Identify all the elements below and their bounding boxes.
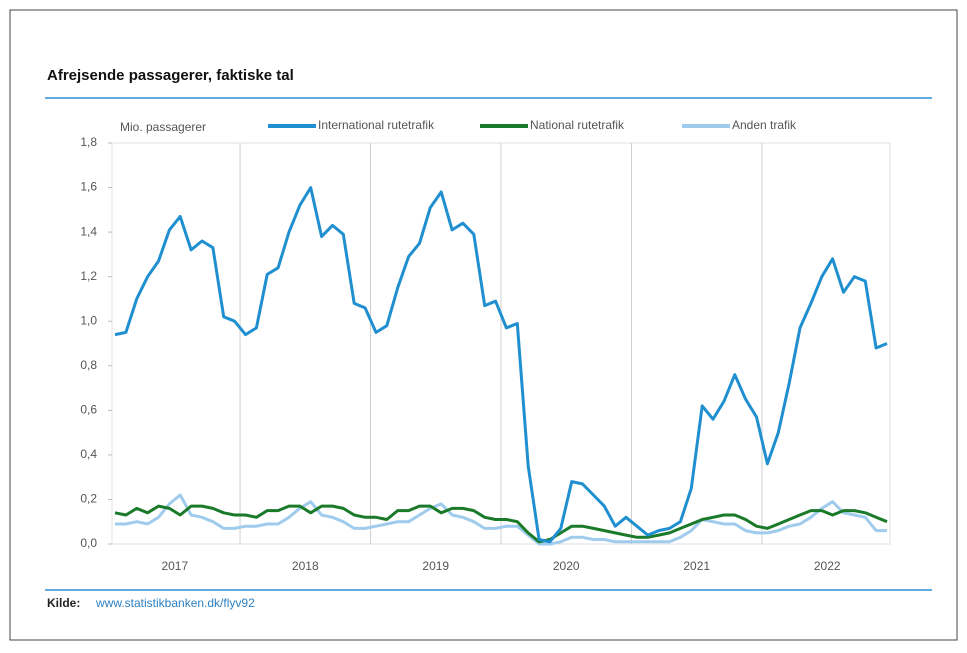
legend-label: Anden trafik (732, 118, 797, 132)
x-tick-label: 2017 (161, 559, 188, 573)
x-tick-label: 2020 (553, 559, 580, 573)
legend-label: International rutetrafik (318, 118, 435, 132)
y-tick-label: 0,4 (80, 447, 97, 461)
source-link[interactable]: www.statistikbanken.dk/flyv92 (95, 596, 255, 610)
y-tick-label: 0,6 (80, 403, 97, 417)
x-tick-label: 2019 (422, 559, 449, 573)
frame (9, 9, 958, 641)
x-tick-label: 2022 (814, 559, 841, 573)
y-tick-label: 1,8 (80, 135, 97, 149)
legend-label: National rutetrafik (530, 118, 625, 132)
y-tick-label: 1,2 (80, 269, 97, 283)
y-tick-label: 0,0 (80, 536, 97, 550)
series-line (114, 186, 888, 544)
y-tick-label: 0,8 (80, 358, 97, 372)
y-tick-label: 1,4 (80, 224, 97, 238)
x-tick-label: 2021 (683, 559, 710, 573)
series-line (115, 493, 887, 546)
x-tick-label: 2018 (292, 559, 319, 573)
series-line (114, 504, 888, 544)
y-tick-label: 1,6 (80, 180, 97, 194)
y-axis-label: Mio. passagerer (120, 120, 206, 134)
y-tick-label: 0,2 (80, 492, 97, 506)
y-tick-label: 1,0 (80, 313, 97, 327)
chart-title: Afrejsende passagerer, faktiske tal (47, 67, 294, 84)
source-label: Kilde: (47, 596, 80, 610)
